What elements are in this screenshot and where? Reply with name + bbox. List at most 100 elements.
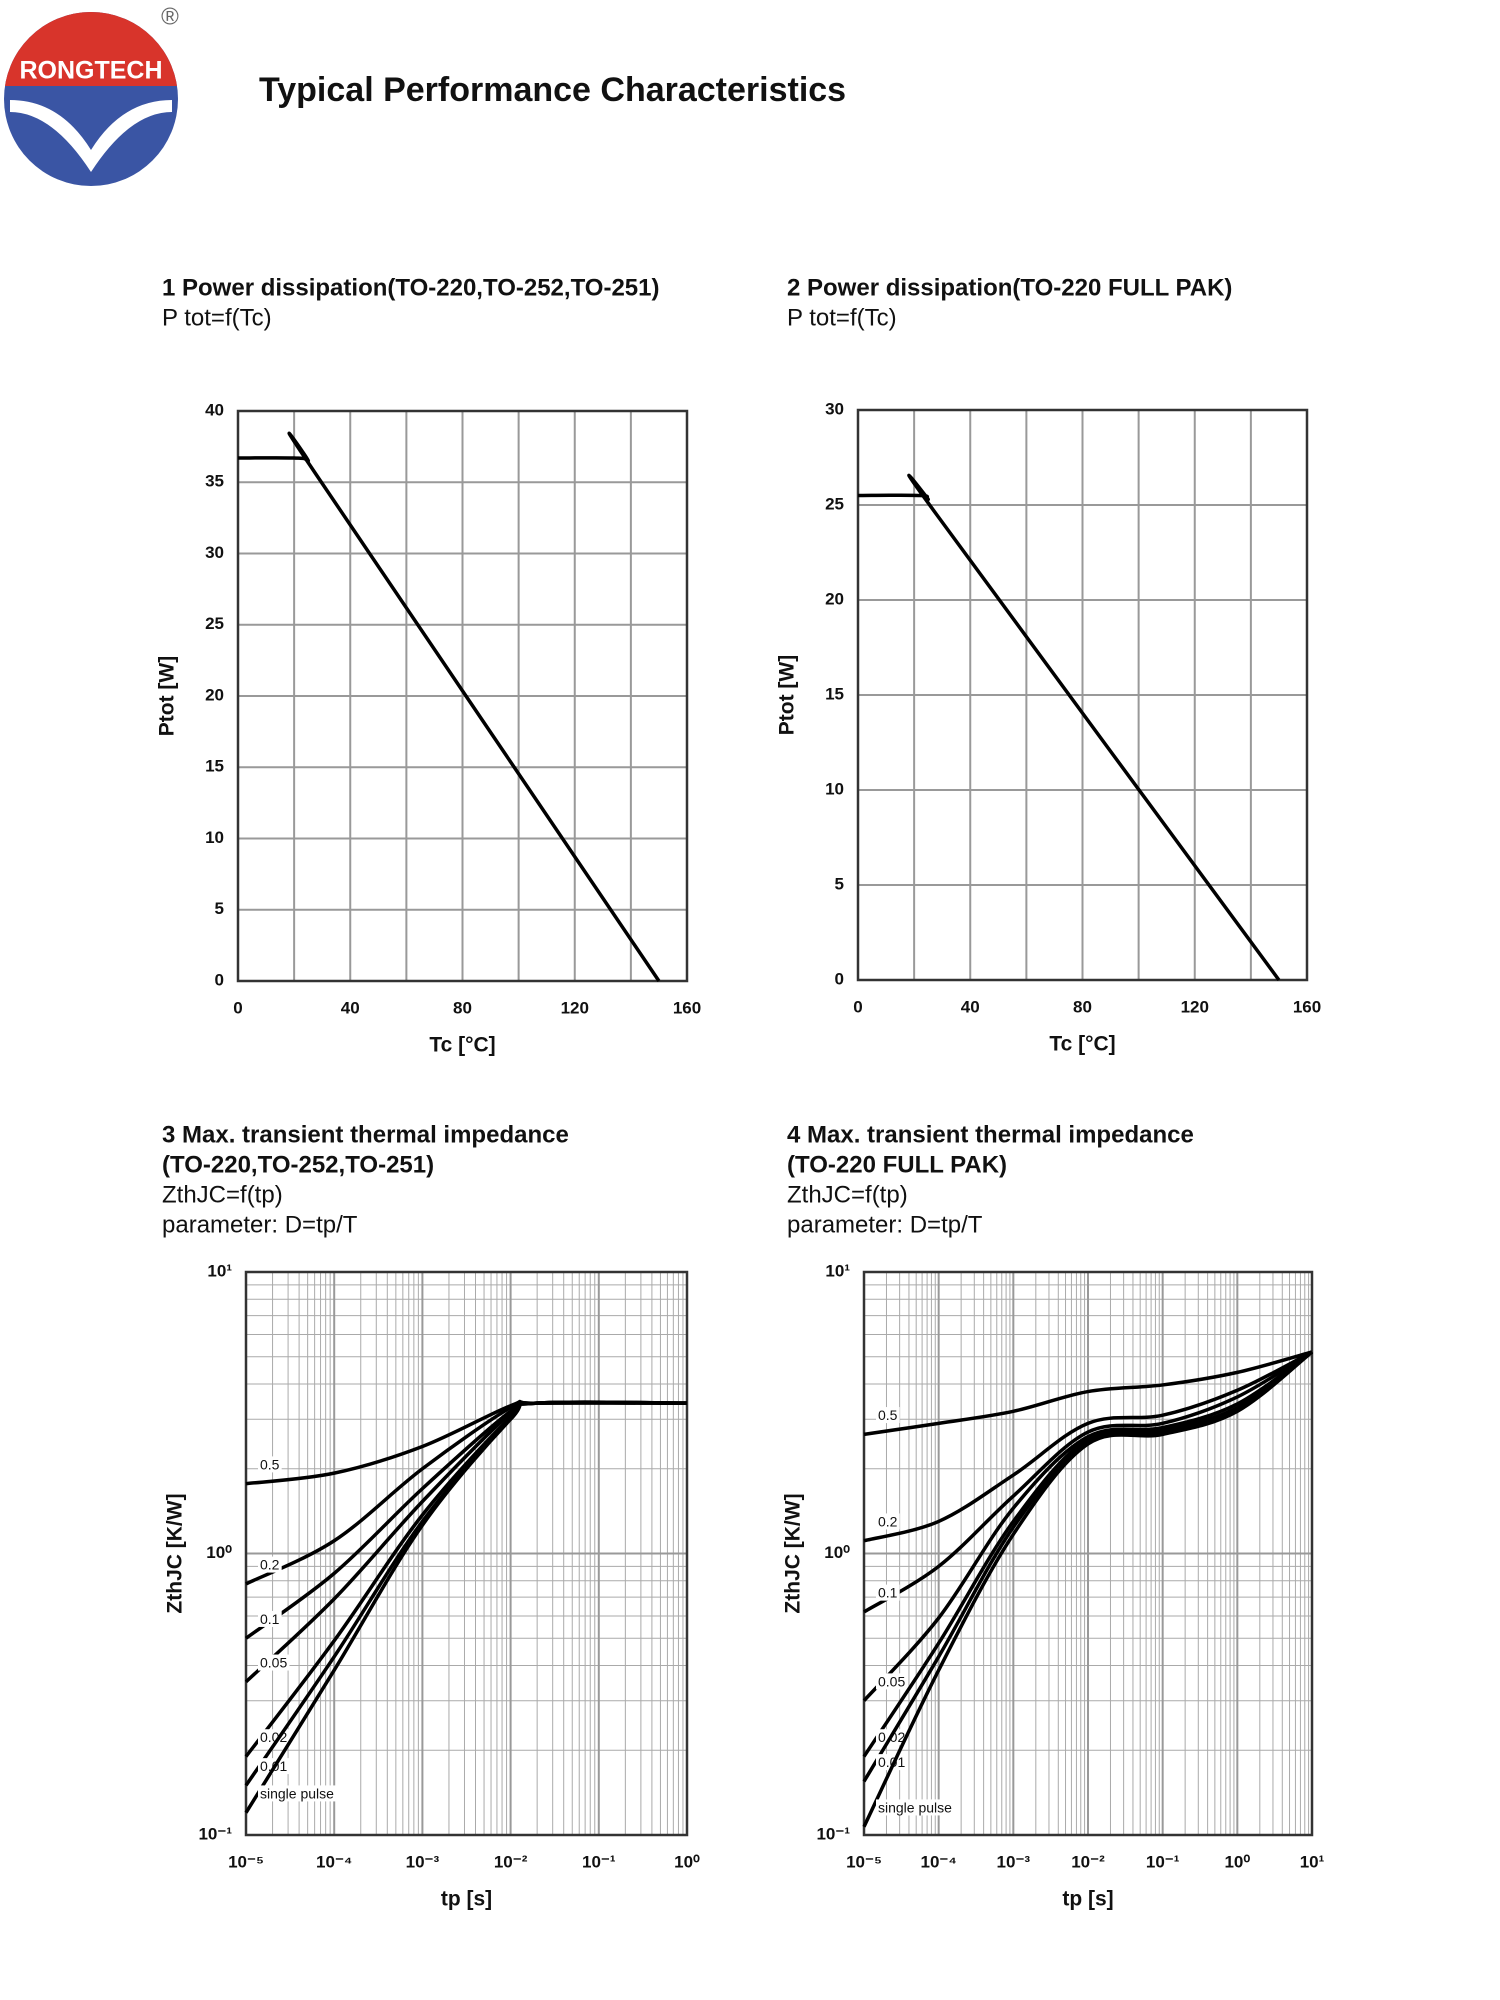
x-tick-label: 40: [341, 998, 360, 1017]
x-tick-label: 10⁻³: [997, 1852, 1031, 1871]
y-tick-label: 35: [205, 472, 224, 491]
curve: [237, 431, 661, 982]
y-tick-label: 25: [205, 614, 224, 633]
x-tick-label: 10⁻¹: [582, 1852, 616, 1871]
chart-subtitle: ZthJC=f(tp): [162, 1181, 283, 1208]
y-axis-label: Ptot [W]: [776, 655, 799, 735]
chart: 1 Power dissipation(TO-220,TO-252,TO-251…: [156, 274, 702, 1056]
x-tick-label: 160: [673, 998, 701, 1017]
curve: [245, 1400, 688, 1486]
chart-title: 2 Power dissipation(TO-220 FULL PAK): [787, 274, 1232, 301]
y-tick-label: 5: [835, 874, 844, 893]
chart: 3 Max. transient thermal impedance (TO-22…: [162, 1121, 700, 1910]
curve-label: single pulse: [260, 1785, 334, 1801]
y-tick-label: 40: [205, 400, 224, 419]
y-axis-label: Ptot [W]: [156, 656, 179, 736]
x-tick-label: 120: [1181, 997, 1209, 1016]
y-tick-label: 10⁰: [206, 1543, 232, 1562]
y-tick-label: 20: [825, 589, 844, 608]
curve-label-bg: [258, 1456, 282, 1473]
x-tick-label: 0: [233, 998, 242, 1017]
y-tick-label: 15: [825, 684, 844, 703]
y-tick-label: 10: [205, 828, 224, 847]
x-tick-label: 80: [453, 998, 472, 1017]
x-axis-label: Tc [°C]: [429, 1034, 495, 1057]
y-tick-label: 25: [825, 494, 844, 513]
x-tick-label: 160: [1293, 997, 1321, 1016]
curve-label-bg: [876, 1584, 900, 1601]
x-tick-label: 10⁻²: [494, 1852, 528, 1871]
curve-label: 0.01: [878, 1754, 905, 1770]
x-tick-label: 10⁻¹: [1146, 1852, 1180, 1871]
chart-subtitle: parameter: D=tp/T: [162, 1211, 358, 1238]
x-tick-label: 80: [1073, 997, 1092, 1016]
curve-label: single pulse: [878, 1799, 952, 1815]
curve: [244, 1400, 688, 1787]
curve: [863, 1350, 1313, 1543]
y-tick-label: 10⁻¹: [816, 1824, 850, 1843]
curve-label: 0.2: [260, 1557, 280, 1573]
curve-label-bg: [258, 1785, 337, 1802]
chart-subtitle: P tot=f(Tc): [162, 304, 272, 331]
chart-subtitle: ZthJC=f(tp): [787, 1181, 908, 1208]
x-tick-label: 0: [853, 997, 862, 1016]
x-axis-label: tp [s]: [1062, 1888, 1113, 1911]
plot-frame: [236, 409, 689, 983]
x-tick-label: 120: [561, 998, 589, 1017]
curve-label: 0.1: [260, 1611, 280, 1627]
x-tick-label: 10⁻⁴: [921, 1852, 957, 1871]
logo-text: RONGTECH: [19, 57, 162, 85]
chart: 4 Max. transient thermal impedance (TO-22…: [782, 1121, 1325, 1910]
chart-title: (TO-220 FULL PAK): [787, 1151, 1007, 1178]
logo: RONGTECH ®: [4, 3, 179, 186]
curve: [857, 473, 1281, 982]
registered-mark: ®: [161, 3, 179, 30]
y-tick-label: 15: [205, 757, 224, 776]
curve-label-bg: [876, 1673, 908, 1690]
y-tick-label: 10¹: [825, 1261, 850, 1280]
curve: [245, 1399, 688, 1586]
curve-label-bg: [258, 1556, 282, 1573]
curve-label: 0.5: [878, 1407, 898, 1423]
y-tick-label: 30: [825, 399, 844, 418]
y-tick-label: 10⁻¹: [198, 1824, 232, 1843]
x-axis-label: Tc [°C]: [1049, 1033, 1115, 1056]
curve-label: 0.05: [878, 1673, 905, 1689]
logo-wave: [10, 100, 172, 172]
curve: [863, 1350, 1313, 1614]
x-tick-label: 10⁻⁴: [316, 1852, 352, 1871]
curve-label: 0.1: [878, 1585, 898, 1601]
curve: [863, 1350, 1313, 1437]
x-tick-label: 10⁻⁵: [846, 1852, 882, 1871]
chart: 2 Power dissipation(TO-220 FULL PAK) P to…: [776, 274, 1322, 1055]
curve: [862, 1350, 1314, 1828]
curve-label-bg: [258, 1610, 282, 1627]
x-tick-label: 10⁻⁵: [228, 1852, 264, 1871]
chart-title: 4 Max. transient thermal impedance: [787, 1121, 1194, 1148]
x-tick-label: 10⁰: [1224, 1852, 1250, 1871]
curve-label: 0.05: [260, 1655, 287, 1671]
chart-subtitle: P tot=f(Tc): [787, 304, 897, 331]
chart-subtitle: parameter: D=tp/T: [787, 1211, 983, 1238]
curve-label-bg: [876, 1407, 900, 1424]
curve-label: 0.5: [260, 1456, 280, 1472]
page-title: Typical Performance Characteristics: [259, 71, 846, 109]
y-tick-label: 10: [825, 779, 844, 798]
x-tick-label: 10⁻²: [1071, 1852, 1105, 1871]
curve-label-bg: [258, 1654, 290, 1671]
x-tick-label: 10⁻³: [406, 1852, 440, 1871]
y-tick-label: 0: [215, 970, 224, 989]
plot-frame: [244, 1270, 689, 1837]
y-axis-label: ZthJC [K/W]: [164, 1493, 187, 1613]
y-axis-label: ZthJC [K/W]: [782, 1493, 805, 1613]
curve-label-bg: [876, 1513, 900, 1530]
y-tick-label: 10¹: [207, 1261, 232, 1280]
curve-label-bg: [876, 1754, 908, 1771]
y-tick-label: 30: [205, 543, 224, 562]
x-axis-label: tp [s]: [441, 1888, 492, 1911]
x-tick-label: 10⁰: [674, 1852, 700, 1871]
chart-title: 1 Power dissipation(TO-220,TO-252,TO-251…: [162, 274, 660, 301]
y-tick-label: 0: [835, 969, 844, 988]
